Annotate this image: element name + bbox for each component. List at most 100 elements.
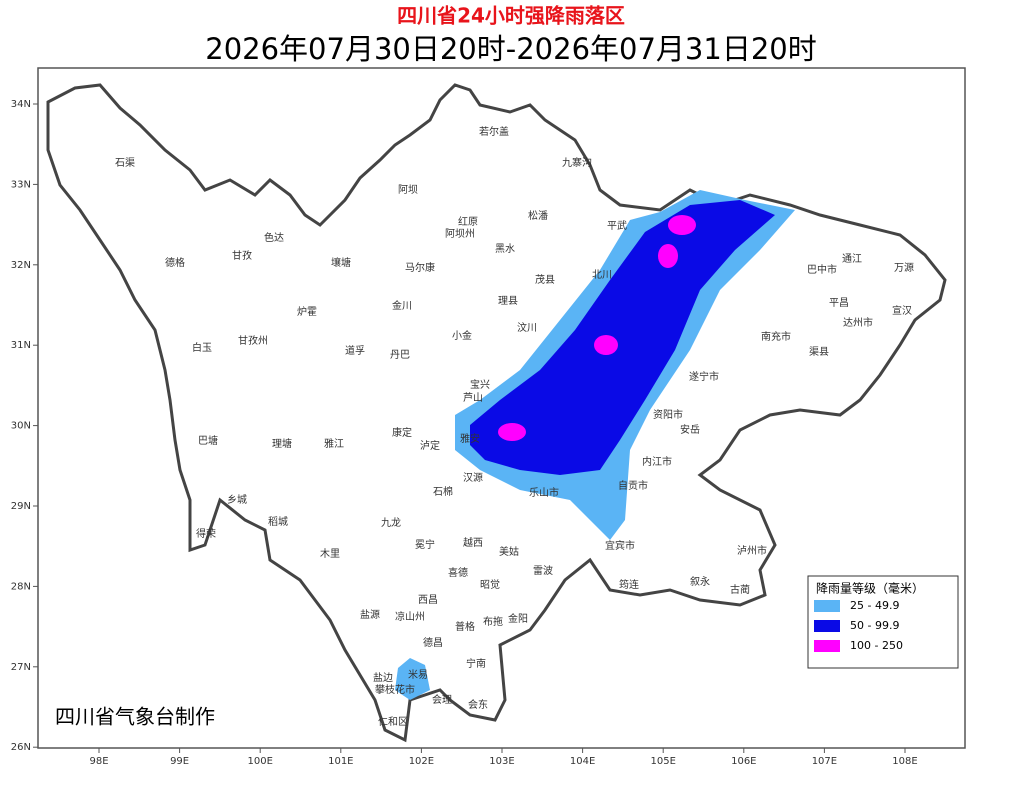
- place-label: 马尔康: [405, 261, 435, 274]
- lon-tick-label: 108E: [892, 756, 917, 767]
- place-label: 自贡市: [618, 479, 648, 492]
- lon-tick-label: 99E: [170, 756, 189, 767]
- place-label: 小金: [452, 329, 472, 342]
- place-label: 石渠: [115, 157, 135, 169]
- place-label: 德昌: [423, 636, 443, 649]
- lon-tick-label: 107E: [812, 756, 837, 767]
- lat-tick-label: 28N: [11, 581, 31, 592]
- legend-title: 降雨量等级（毫米）: [816, 581, 924, 596]
- place-label: 乐山市: [529, 486, 559, 499]
- place-label: 白玉: [192, 341, 212, 354]
- place-label: 稻城: [268, 516, 288, 528]
- place-label: 盐边: [373, 671, 393, 684]
- place-label: 九龙: [381, 516, 401, 529]
- place-label: 宣汉: [892, 304, 912, 317]
- place-label: 壤塘: [331, 256, 351, 269]
- place-label: 叙永: [690, 575, 710, 588]
- place-label: 西昌: [418, 594, 438, 606]
- lat-tick-label: 30N: [11, 421, 31, 432]
- lon-tick-label: 101E: [328, 756, 353, 767]
- place-label: 达州市: [843, 316, 873, 329]
- place-label: 乡城: [227, 494, 247, 506]
- place-label: 松潘: [528, 209, 548, 222]
- place-label: 冕宁: [415, 538, 435, 551]
- place-label: 仁和区: [378, 716, 408, 728]
- place-label: 茂县: [535, 273, 555, 286]
- legend-swatch: [814, 620, 840, 632]
- place-label: 丹巴: [390, 349, 410, 361]
- rain-areas: [395, 190, 795, 700]
- place-label: 平武: [607, 219, 627, 232]
- place-label: 巴中市: [807, 263, 837, 276]
- place-label: 泸州市: [737, 544, 767, 557]
- place-label: 阿坝: [398, 184, 418, 196]
- place-label: 若尔盖: [479, 125, 509, 138]
- place-label: 内江市: [642, 455, 672, 468]
- place-label: 雅安: [460, 432, 480, 445]
- place-label: 汶川: [517, 321, 537, 334]
- lat-tick-label: 27N: [11, 662, 31, 673]
- place-label: 得荣: [196, 528, 216, 540]
- lon-tick-label: 103E: [489, 756, 514, 767]
- place-label: 米易: [408, 668, 428, 681]
- place-label: 宜宾市: [605, 539, 635, 552]
- legend-swatch: [814, 600, 840, 612]
- place-label: 黑水: [495, 243, 515, 255]
- legend-label: 100 - 250: [850, 639, 903, 652]
- place-label: 古蔺: [730, 583, 750, 596]
- lat-tick-label: 32N: [11, 260, 31, 271]
- place-label: 理县: [498, 295, 518, 307]
- place-label: 康定: [392, 426, 412, 439]
- place-label: 布拖: [483, 615, 503, 628]
- place-label: 巴塘: [198, 434, 218, 447]
- place-label: 宁南: [466, 657, 486, 670]
- place-label: 宝兴: [470, 378, 490, 391]
- place-label: 会东: [468, 698, 488, 711]
- legend-swatch: [814, 640, 840, 652]
- place-label: 芦山: [463, 392, 483, 404]
- lat-tick-label: 33N: [11, 179, 31, 190]
- lat-tick-label: 26N: [11, 742, 31, 753]
- place-label: 德格: [165, 256, 185, 269]
- place-label: 雷波: [533, 564, 553, 577]
- place-label: 北川: [592, 269, 612, 281]
- place-label: 渠县: [809, 346, 829, 358]
- place-label: 昭觉: [480, 579, 500, 591]
- place-label: 南充市: [761, 330, 791, 343]
- lat-tick-label: 34N: [11, 99, 31, 110]
- place-label: 甘孜: [232, 249, 252, 262]
- place-label: 泸定: [420, 439, 440, 452]
- place-label: 美姑: [499, 545, 519, 558]
- place-label: 万源: [894, 261, 914, 274]
- place-label: 雅江: [324, 437, 344, 450]
- legend-label: 50 - 99.9: [850, 619, 899, 632]
- place-label: 遂宁市: [689, 370, 719, 383]
- place-label: 九寨沟: [562, 156, 592, 169]
- place-label: 理塘: [272, 437, 292, 450]
- place-label: 越西: [463, 536, 483, 549]
- place-label: 攀枝花市: [375, 683, 415, 696]
- place-label: 安岳: [680, 423, 700, 436]
- place-label: 普格: [455, 620, 475, 633]
- lon-tick-label: 102E: [409, 756, 434, 767]
- place-label: 木里: [320, 548, 340, 560]
- credit: 四川省气象台制作: [55, 705, 215, 729]
- place-label: 盐源: [360, 608, 380, 621]
- place-label: 凉山州: [395, 610, 425, 623]
- title: 四川省24小时强降雨落区: [397, 4, 625, 28]
- lon-tick-label: 106E: [731, 756, 756, 767]
- lat-tick-label: 31N: [11, 340, 31, 351]
- place-label: 会理: [432, 693, 452, 706]
- place-label: 道孚: [345, 344, 365, 357]
- place-label: 喜德: [448, 566, 468, 579]
- lon-tick-label: 100E: [247, 756, 272, 767]
- place-label: 汉源: [463, 471, 483, 484]
- legend-label: 25 - 49.9: [850, 599, 899, 612]
- place-label: 资阳市: [653, 408, 683, 421]
- lon-tick-label: 104E: [570, 756, 595, 767]
- place-label: 炉霍: [297, 306, 317, 318]
- lat-tick-label: 29N: [11, 501, 31, 512]
- place-label: 甘孜州: [238, 334, 268, 347]
- lon-tick-label: 98E: [89, 756, 108, 767]
